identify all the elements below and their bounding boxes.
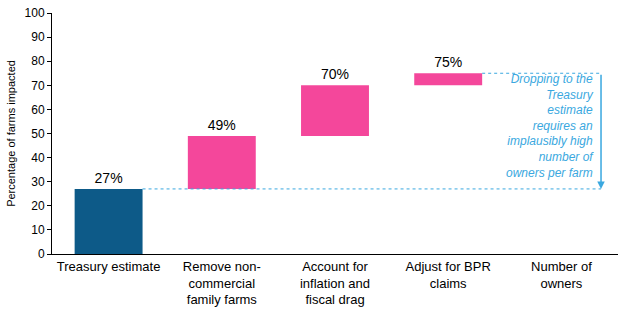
svg-text:70%: 70%	[321, 66, 349, 82]
svg-text:0: 0	[38, 247, 45, 261]
svg-text:27%: 27%	[95, 170, 123, 186]
svg-text:Treasury estimate: Treasury estimate	[57, 259, 161, 274]
svg-text:75%: 75%	[434, 54, 462, 70]
svg-text:20: 20	[31, 199, 45, 213]
svg-text:Percentage of farms impacted: Percentage of farms impacted	[5, 60, 17, 207]
svg-text:90: 90	[31, 30, 45, 44]
svg-text:80: 80	[31, 54, 45, 68]
svg-text:Number ofowners: Number ofowners	[531, 259, 592, 291]
svg-text:Dropping to theTreasuryestimat: Dropping to theTreasuryestimaterequires …	[506, 72, 594, 180]
svg-text:49%: 49%	[208, 117, 236, 133]
svg-text:50: 50	[31, 127, 45, 141]
svg-text:10: 10	[31, 223, 45, 237]
svg-text:30: 30	[31, 175, 45, 189]
svg-text:40: 40	[31, 151, 45, 165]
svg-text:60: 60	[31, 103, 45, 117]
svg-text:Remove non-commercialfamily fa: Remove non-commercialfamily farms	[183, 259, 261, 308]
svg-text:Adjust for BPRclaims: Adjust for BPRclaims	[406, 259, 491, 291]
svg-text:100: 100	[25, 6, 45, 20]
svg-text:Account forinflation andfiscal: Account forinflation andfiscal drag	[300, 259, 370, 308]
svg-text:70: 70	[31, 79, 45, 93]
